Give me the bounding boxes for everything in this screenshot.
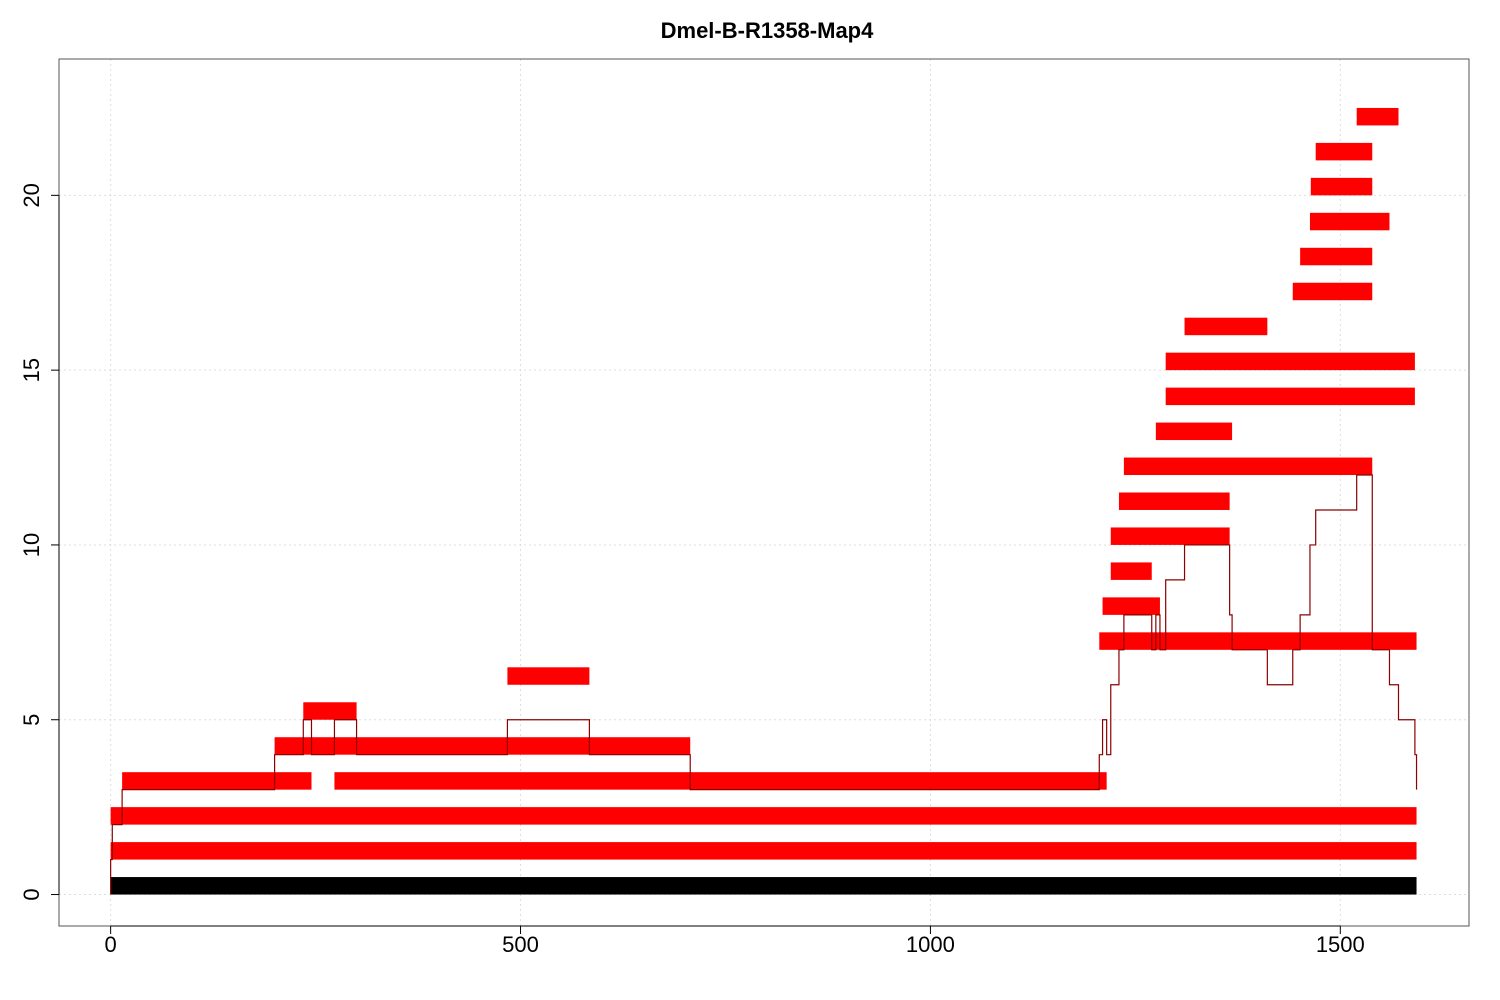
y-axis: 0 5 10 15 20 xyxy=(19,183,60,901)
read-bar xyxy=(507,667,590,685)
read-bar xyxy=(1310,177,1373,196)
read-bar xyxy=(1099,632,1417,650)
read-bar xyxy=(1300,247,1373,266)
read-bar xyxy=(1155,422,1233,441)
y-tick-label: 20 xyxy=(19,183,44,207)
chart-title: Dmel-B-R1358-Map4 xyxy=(661,18,874,43)
read-bar xyxy=(274,737,691,755)
read-bar xyxy=(334,772,1107,790)
y-tick-label: 15 xyxy=(19,358,44,382)
read-bars xyxy=(110,107,1417,895)
read-bar xyxy=(110,807,1417,825)
reference-bar xyxy=(110,877,1417,895)
read-bar xyxy=(1184,317,1268,336)
read-bar xyxy=(110,842,1417,860)
grid xyxy=(59,59,1469,926)
y-tick-label: 10 xyxy=(19,533,44,557)
read-bar xyxy=(1292,282,1373,301)
x-tick-label: 1500 xyxy=(1316,932,1365,957)
read-bar xyxy=(1102,597,1160,615)
read-bar xyxy=(1110,562,1152,580)
read-bar xyxy=(1165,352,1415,371)
read-bar xyxy=(1123,457,1373,476)
read-bar xyxy=(1356,107,1399,126)
y-tick-label: 5 xyxy=(19,714,44,726)
read-bar xyxy=(122,772,312,790)
read-bar xyxy=(1165,387,1415,406)
read-bar xyxy=(1110,527,1230,545)
plot-frame xyxy=(58,58,1470,927)
coverage-line xyxy=(110,474,1418,895)
read-bar xyxy=(1315,142,1373,161)
x-axis: 0 500 1000 1500 xyxy=(105,925,1365,957)
x-tick-label: 1000 xyxy=(906,932,955,957)
read-bar xyxy=(303,702,357,720)
y-tick-label: 0 xyxy=(19,888,44,900)
x-tick-label: 500 xyxy=(502,932,539,957)
read-bar xyxy=(1309,212,1390,231)
read-bar xyxy=(1118,492,1230,510)
x-tick-label: 0 xyxy=(105,932,117,957)
